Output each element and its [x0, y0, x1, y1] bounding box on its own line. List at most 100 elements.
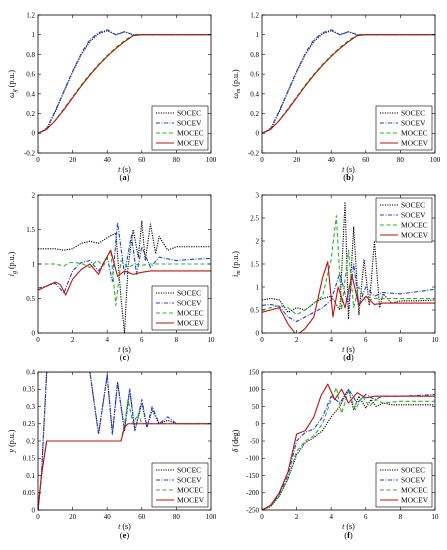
x-axis-label: t (s)	[118, 345, 131, 354]
y-tick-label: 0.2	[26, 437, 35, 445]
x-tick-label: 60	[362, 156, 370, 164]
legend-label: SOCEC	[177, 109, 201, 118]
y-tick-label: -200	[246, 489, 259, 497]
y-tick-label: 0.4	[26, 90, 35, 98]
legend-label: MOCEV	[401, 496, 429, 505]
legend-label: MOCEV	[401, 139, 429, 148]
series-line-socev	[38, 372, 211, 510]
series-line-socev	[262, 29, 435, 134]
series-line-socev	[38, 29, 211, 134]
y-tick-label: 1.5	[250, 260, 259, 268]
x-tick-label: 100	[206, 156, 217, 164]
x-tick-label: 100	[430, 156, 441, 164]
y-tick-label: -0.2	[24, 149, 36, 157]
y-tick-label: 2.5	[250, 214, 259, 222]
panel-caption: (e)	[120, 530, 130, 540]
x-tick-label: 10	[432, 336, 440, 344]
y-tick-label: 0.3	[26, 403, 35, 411]
legend-label: MOCEC	[401, 486, 428, 495]
y-tick-label: 0.8	[26, 51, 35, 59]
x-tick-label: 80	[173, 156, 181, 164]
y-tick-label: -0.2	[248, 149, 260, 157]
y-tick-label: 1	[256, 31, 260, 39]
legend-label: SOCEC	[401, 201, 425, 210]
panel-caption: (c)	[120, 352, 130, 362]
legend-label: SOCEV	[177, 119, 202, 128]
x-tick-label: 10	[208, 336, 216, 344]
y-axis-label: ig (p.u.)	[7, 251, 18, 276]
legend-label: MOCEC	[177, 486, 204, 495]
series-line-mocev	[262, 383, 435, 510]
panel-caption: (b)	[343, 172, 354, 182]
series-line-socec	[262, 388, 435, 510]
x-tick-label: 0	[36, 336, 40, 344]
chart-f: 0 2 4 6 8 10 -250 -200 -150 -100 -50 0 50 100 150 t (s)…	[231, 368, 439, 540]
y-tick-label: -100	[246, 455, 259, 463]
legend-label: MOCEC	[177, 309, 204, 318]
y-axis-label: ωm (p.u.)	[231, 69, 242, 99]
y-tick-label: 0	[32, 329, 36, 337]
x-axis-label: t (s)	[118, 165, 131, 174]
legend-label: SOCEV	[401, 119, 426, 128]
y-tick-label: 0	[256, 130, 260, 138]
y-tick-label: 0.4	[26, 368, 35, 376]
series-line-mocec	[262, 386, 435, 510]
y-tick-label: 1.2	[250, 11, 259, 19]
x-tick-label: 40	[104, 513, 112, 521]
x-tick-label: 100	[206, 513, 217, 521]
y-tick-label: 0.6	[26, 71, 35, 79]
panel-caption: (d)	[343, 352, 354, 362]
x-tick-label: 20	[69, 156, 77, 164]
series-group	[262, 201, 435, 333]
series-group	[262, 29, 435, 134]
legend-label: SOCEC	[401, 466, 425, 475]
y-tick-label: 150	[249, 368, 260, 376]
x-tick-label: 4	[105, 336, 109, 344]
x-tick-label: 6	[140, 336, 144, 344]
x-tick-label: 8	[399, 513, 403, 521]
chart-c: 0 2 4 6 8 10 0 0.5 1 1.5 2 t (s) ig (p.u.) (c) SOCECSO…	[7, 191, 215, 362]
x-tick-label: 0	[36, 513, 40, 521]
y-tick-label: 1.2	[26, 11, 35, 19]
x-tick-label: 80	[173, 513, 181, 521]
legend-label: MOCEV	[177, 139, 205, 148]
y-tick-label: 1	[32, 31, 36, 39]
chart-e: 0 20 40 60 80 100 0 0.05 0.1 0.15 0.2 0.25 0.3 0.35 0.…	[7, 368, 217, 540]
legend-label: SOCEV	[401, 476, 426, 485]
legend-label: SOCEC	[401, 109, 425, 118]
y-tick-label: 0.15	[23, 455, 36, 463]
y-tick-label: 0.25	[23, 420, 36, 428]
legend-label: MOCEC	[401, 221, 428, 230]
x-tick-label: 40	[104, 156, 112, 164]
y-tick-label: 0.5	[250, 306, 259, 314]
y-tick-label: 0.5	[26, 295, 35, 303]
y-tick-label: 0.1	[26, 472, 35, 480]
y-tick-label: 1.5	[26, 226, 35, 234]
x-tick-label: 20	[293, 156, 301, 164]
y-axis-label: y (p.u.)	[7, 429, 16, 453]
y-axis-label: δ (deg)	[231, 429, 240, 452]
x-axis-label: t (s)	[118, 522, 131, 531]
y-tick-label: 0	[32, 506, 36, 514]
x-tick-label: 8	[175, 336, 179, 344]
x-tick-label: 4	[329, 513, 333, 521]
series-line-socec	[262, 201, 435, 320]
x-tick-label: 6	[364, 336, 368, 344]
legend-label: SOCEC	[177, 466, 201, 475]
series-group	[262, 383, 435, 510]
y-tick-label: -250	[246, 506, 259, 514]
x-axis-label: t (s)	[342, 522, 355, 531]
legend-label: SOCEV	[401, 211, 426, 220]
x-tick-label: 6	[364, 513, 368, 521]
x-tick-label: 2	[295, 513, 299, 521]
y-tick-label: 0.8	[250, 51, 259, 59]
x-tick-label: 40	[328, 156, 336, 164]
y-tick-label: 0	[256, 329, 260, 337]
series-group	[38, 220, 211, 333]
